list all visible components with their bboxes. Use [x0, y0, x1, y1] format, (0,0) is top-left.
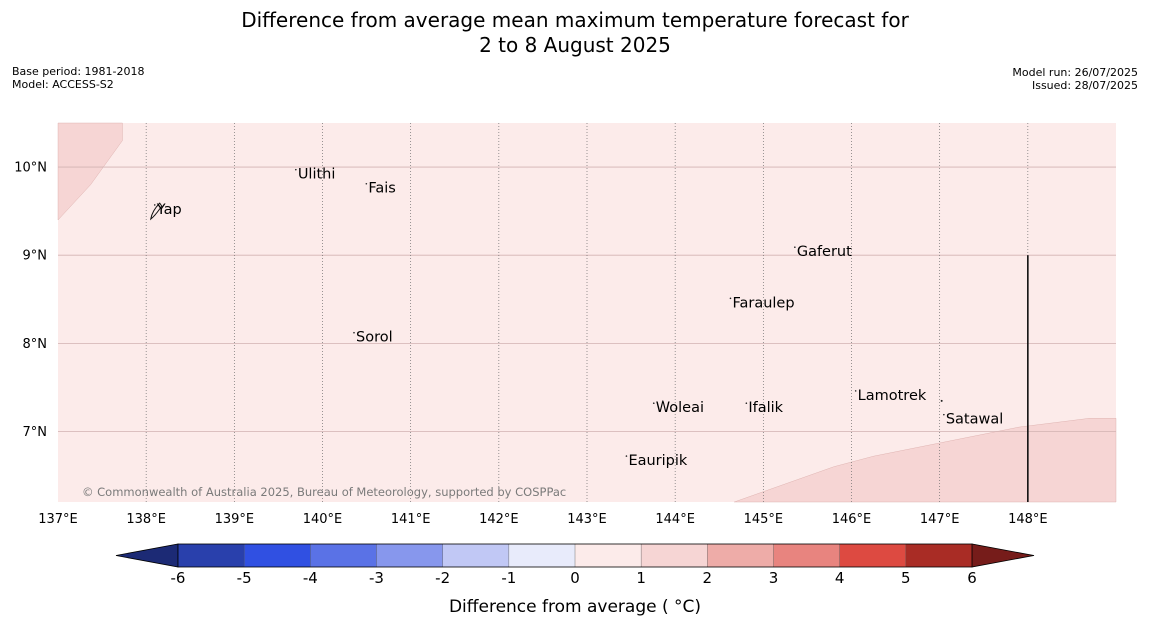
colorbar-bin: [376, 544, 443, 567]
colorbar-tick-label: -4: [303, 569, 318, 587]
meta-left: Base period: 1981-2018 Model: ACCESS-S2: [12, 65, 144, 91]
colorbar-tick-label: 3: [769, 569, 779, 587]
base-period-text: Base period: 1981-2018: [12, 65, 145, 78]
colorbar-bin: [508, 544, 576, 567]
place-label: Woleai: [656, 400, 704, 416]
place-marker: [943, 413, 945, 416]
model-text: Model: ACCESS-S2: [12, 78, 114, 91]
place-label: Fais: [368, 181, 395, 197]
colorbar-tick-label: 4: [835, 569, 845, 587]
colorbar-over-arrow: [971, 543, 1035, 568]
lat-tick-label: 8°N: [23, 337, 48, 352]
colorbar-label: Difference from average ( °C): [449, 597, 701, 617]
lon-tick-label: 143°E: [567, 512, 607, 527]
lat-tick-label: 9°N: [23, 249, 48, 264]
place-label: Lamotrek: [858, 388, 927, 404]
copyright-text: © Commonwealth of Australia 2025, Bureau…: [82, 485, 566, 499]
colorbar-tick-label: 1: [636, 569, 646, 587]
place-marker: [295, 168, 297, 171]
place-marker: [625, 455, 628, 457]
lon-tick-label: 148°E: [1008, 512, 1048, 527]
place-marker: [794, 246, 796, 249]
lat-tick-label: 10°N: [14, 161, 47, 176]
colorbar-bin: [244, 544, 311, 567]
colorbar-bin: [442, 544, 510, 567]
place-label: Faraulep: [732, 295, 794, 311]
colorbar-tick-label: 2: [703, 569, 713, 587]
colorbar: -6 -5 -4 -3 -2 -1 0 1 2 3 4 5 6 Difference from avera…: [115, 543, 1035, 617]
colorbar-bin: [905, 544, 973, 567]
place-marker: [854, 390, 857, 392]
lon-tick-label: 141°E: [391, 512, 431, 527]
title-line-2: 2 to 8 August 2025: [479, 33, 671, 57]
place-marker: [652, 402, 655, 405]
lon-tick-label: 138°E: [126, 512, 166, 527]
lon-tick-label: 144°E: [655, 512, 695, 527]
map-title: Difference from average mean maximum tem…: [0, 8, 1150, 58]
colorbar-tick-label: -5: [237, 569, 252, 587]
title-line-1: Difference from average mean maximum tem…: [241, 8, 909, 32]
colorbar-tick-label: -1: [501, 569, 516, 587]
colorbar-bin: [773, 544, 840, 567]
colorbar-bin: [310, 544, 377, 567]
lon-tick-label: 147°E: [920, 512, 960, 527]
lon-tick-label: 146°E: [832, 512, 872, 527]
lon-tick-label: 145°E: [744, 512, 784, 527]
place-marker: [745, 402, 748, 405]
colorbar-bin: [839, 544, 907, 567]
warm-region-northwest: [57, 122, 123, 221]
place-label: Ulithi: [298, 167, 336, 183]
colorbar-bin: [707, 544, 774, 567]
colorbar-tick-label: -3: [369, 569, 384, 587]
colorbar-bin: [641, 544, 708, 567]
islet-marker: [940, 399, 943, 402]
lon-tick-label: 142°E: [479, 512, 519, 527]
islet-marker: [661, 400, 664, 403]
meta-right: Model run: 26/07/2025 Issued: 28/07/2025: [1012, 66, 1138, 92]
lat-tick-label: 7°N: [23, 425, 48, 440]
colorbar-frame: [177, 543, 973, 568]
place-label: Yap: [156, 202, 182, 218]
colorbar-bin: [178, 544, 245, 567]
map-layer: 7°N 8°N 9°N 10°N 137°E 138°E 139°E 140°E 141°E 14…: [14, 122, 1117, 527]
place-label: Gaferut: [797, 244, 852, 260]
place-marker: [353, 331, 355, 334]
place-label: Eauripik: [628, 453, 687, 469]
colorbar-tick-label: 0: [570, 569, 580, 587]
colorbar-tick-label: -6: [171, 569, 186, 587]
place-label: Sorol: [356, 330, 393, 346]
place-marker: [153, 204, 156, 206]
model-run-text: Model run: 26/07/2025: [1012, 66, 1138, 79]
colorbar-tick-label: -2: [435, 569, 450, 587]
place-label: Ifalik: [748, 400, 783, 416]
lon-tick-label: 137°E: [38, 512, 78, 527]
colorbar-tick-label: 6: [967, 569, 977, 587]
place-label: Satawal: [946, 412, 1003, 428]
colorbar-tick-label: 5: [901, 569, 911, 587]
issued-text: Issued: 28/07/2025: [1031, 79, 1138, 92]
place-marker: [365, 182, 368, 185]
lon-tick-label: 140°E: [303, 512, 343, 527]
colorbar-under-arrow: [115, 543, 179, 568]
colorbar-bin: [575, 544, 642, 567]
yap-island-outline: [150, 202, 163, 221]
warm-region-southeast: [734, 418, 1117, 503]
place-marker: [729, 297, 732, 300]
lon-tick-label: 139°E: [215, 512, 255, 527]
